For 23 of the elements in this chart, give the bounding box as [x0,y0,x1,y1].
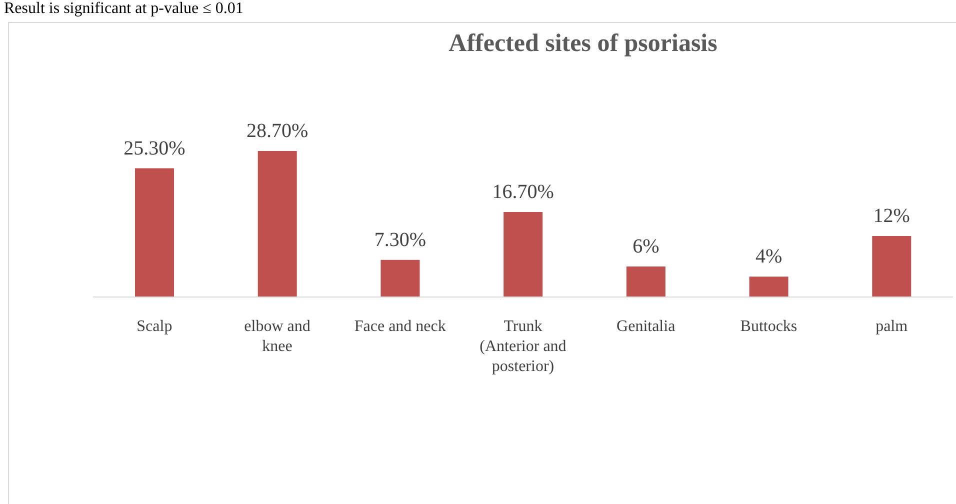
bar [749,276,788,297]
data-label: 16.70% [492,181,554,204]
data-label: 12% [873,204,910,227]
bar [626,266,666,297]
text: Result is significant at p-value ≤ 0.01 [4,0,244,18]
x-tick-label: Buttocks [740,318,798,335]
bar [504,212,543,297]
chart-title: Affected sites of psoriasis [448,30,718,58]
x-tick-label: Scalp [136,318,172,335]
bar [258,151,297,297]
data-label: 7.30% [374,228,426,251]
data-label: 4% [755,246,782,268]
data-label: 28.70% [246,120,308,142]
bar [135,168,174,297]
bar [872,236,912,297]
x-tick-label: Trunk (Anterior and posterior) [480,318,566,375]
data-label: 6% [632,235,660,258]
x-tick-label: Face and neck [354,318,446,335]
x-tick-label: palm [876,318,908,335]
data-label: 25.30% [124,137,186,160]
x-tick-label: Genitalia [616,318,676,335]
bar [380,260,420,297]
x-tick-label: elbow and knee [244,318,310,355]
